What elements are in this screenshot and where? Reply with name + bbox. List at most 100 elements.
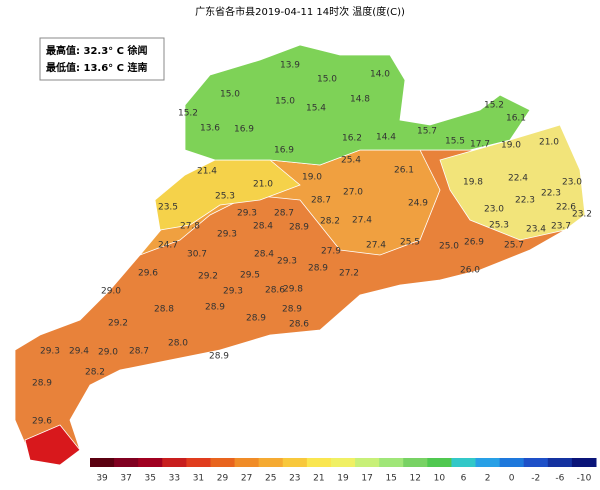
temperature-label: 15.2 bbox=[178, 109, 198, 119]
colorbar-segment bbox=[547, 458, 573, 467]
colorbar-tick-label: 29 bbox=[217, 474, 229, 484]
temperature-label: 27.4 bbox=[366, 241, 386, 251]
temperature-label: 22.4 bbox=[508, 174, 528, 184]
colorbar-segment bbox=[234, 458, 260, 467]
colorbar-segment bbox=[186, 458, 211, 467]
colorbar-segment bbox=[306, 458, 332, 467]
temperature-label: 29.6 bbox=[32, 417, 52, 427]
temperature-label: 27.2 bbox=[339, 269, 359, 279]
temperature-label: 27.8 bbox=[180, 222, 200, 232]
colorbar-segment bbox=[379, 458, 404, 467]
colorbar-tick-label: 25 bbox=[265, 474, 276, 484]
temperature-label: 25.3 bbox=[215, 192, 235, 202]
colorbar-tick-label: 0 bbox=[509, 474, 515, 484]
temperature-label: 15.0 bbox=[220, 90, 240, 100]
colorbar-segment bbox=[114, 458, 139, 467]
colorbar-segment bbox=[451, 458, 477, 467]
temperature-label: 16.9 bbox=[234, 125, 254, 135]
temperature-label: 15.2 bbox=[484, 101, 504, 111]
temperature-label: 28.6 bbox=[265, 286, 285, 296]
colorbar-tick-label: 10 bbox=[434, 474, 446, 484]
temperature-label: 28.2 bbox=[85, 368, 105, 378]
temperature-label: 24.9 bbox=[408, 199, 428, 209]
colorbar-tick-label: -2 bbox=[531, 474, 540, 484]
temperature-label: 23.5 bbox=[158, 203, 178, 213]
temperature-label: 19.0 bbox=[302, 173, 322, 183]
province-regions bbox=[14, 44, 586, 466]
temperature-label: 19.8 bbox=[463, 178, 483, 188]
temperature-label: 30.7 bbox=[187, 250, 207, 260]
temperature-label: 29.3 bbox=[217, 230, 237, 240]
temperature-label: 21.0 bbox=[539, 138, 559, 148]
temperature-label: 29.2 bbox=[108, 319, 128, 329]
region-yellow-west bbox=[154, 159, 301, 231]
temperature-label: 15.0 bbox=[275, 97, 295, 107]
temperature-label: 27.9 bbox=[321, 247, 341, 257]
temperature-label: 28.7 bbox=[311, 196, 331, 206]
temperature-label: 25.4 bbox=[341, 156, 361, 166]
temperature-label: 29.3 bbox=[237, 209, 257, 219]
temperature-label: 29.2 bbox=[198, 272, 218, 282]
temperature-label: 25.7 bbox=[504, 241, 524, 251]
colorbar-segment bbox=[403, 458, 428, 467]
temperature-label: 29.3 bbox=[223, 287, 243, 297]
temperature-label: 26.9 bbox=[464, 238, 484, 248]
temperature-label: 26.1 bbox=[394, 166, 414, 176]
colorbar-tick-label: 12 bbox=[410, 474, 421, 484]
colorbar-segment bbox=[475, 458, 501, 467]
colorbar-segment bbox=[282, 458, 308, 467]
colorbar-segment bbox=[523, 458, 549, 467]
temperature-label: 27.4 bbox=[352, 216, 372, 226]
temperature-label: 23.0 bbox=[562, 178, 582, 188]
colorbar-tick-label: 21 bbox=[313, 474, 324, 484]
temperature-label: 22.6 bbox=[556, 203, 576, 213]
temperature-label: 28.9 bbox=[308, 264, 328, 274]
temperature-label: 14.4 bbox=[376, 133, 396, 143]
temperature-label: 29.0 bbox=[101, 287, 121, 297]
temperature-label: 25.5 bbox=[400, 238, 420, 248]
colorbar-tick-label: -10 bbox=[577, 474, 592, 484]
colorbar-tick-label: 15 bbox=[385, 474, 396, 484]
temperature-label: 15.0 bbox=[317, 75, 337, 85]
temperature-label: 29.5 bbox=[240, 271, 260, 281]
colorbar-segment bbox=[138, 458, 163, 467]
temperature-label: 29.4 bbox=[69, 347, 89, 357]
temperature-label: 14.8 bbox=[350, 95, 370, 105]
temperature-label: 28.9 bbox=[32, 379, 52, 389]
colorbar-tick-label: -6 bbox=[555, 474, 564, 484]
temperature-label: 29.0 bbox=[98, 348, 118, 358]
temperature-label: 25.3 bbox=[489, 221, 509, 231]
region-hot bbox=[24, 424, 81, 466]
temperature-label: 15.4 bbox=[306, 104, 326, 114]
colorbar-segment bbox=[427, 458, 452, 467]
temperature-label: 23.2 bbox=[572, 210, 592, 220]
temperature-label: 28.2 bbox=[320, 217, 340, 227]
temperature-label: 29.3 bbox=[40, 347, 60, 357]
colorbar-segment bbox=[355, 458, 380, 467]
colorbar-tick-label: 6 bbox=[461, 474, 467, 484]
temperature-label: 28.7 bbox=[274, 209, 294, 219]
colorbar-segment bbox=[162, 458, 187, 467]
colorbar-tick-label: 35 bbox=[145, 474, 156, 484]
colorbar-tick-label: 33 bbox=[169, 474, 180, 484]
temperature-label: 28.9 bbox=[289, 223, 309, 233]
station-labels: 13.915.0 14.015.015.015.414.815.215.216.1… bbox=[32, 61, 592, 427]
temperature-label: 28.9 bbox=[209, 352, 229, 362]
temperature-label: 14.0 bbox=[370, 70, 390, 80]
temperature-label: 13.6 bbox=[200, 124, 220, 134]
region-yellow-east bbox=[439, 124, 586, 241]
temperature-label: 19.0 bbox=[501, 141, 521, 151]
temperature-label: 15.7 bbox=[417, 127, 437, 137]
region-north bbox=[184, 44, 531, 166]
temperature-label: 25.0 bbox=[439, 242, 459, 252]
colorbar-segment bbox=[258, 458, 284, 467]
temperature-label: 15.5 bbox=[445, 137, 465, 147]
map-title: 广东省各市县2019-04-11 14时次 温度(度(C)) bbox=[195, 5, 405, 18]
temperature-label: 26.0 bbox=[460, 266, 480, 276]
temperature-label: 28.9 bbox=[205, 303, 225, 313]
temperature-label: 28.0 bbox=[168, 339, 188, 349]
temperature-label: 23.0 bbox=[484, 205, 504, 215]
colorbar-tick-label: 19 bbox=[337, 474, 349, 484]
temperature-label: 29.8 bbox=[283, 285, 303, 295]
